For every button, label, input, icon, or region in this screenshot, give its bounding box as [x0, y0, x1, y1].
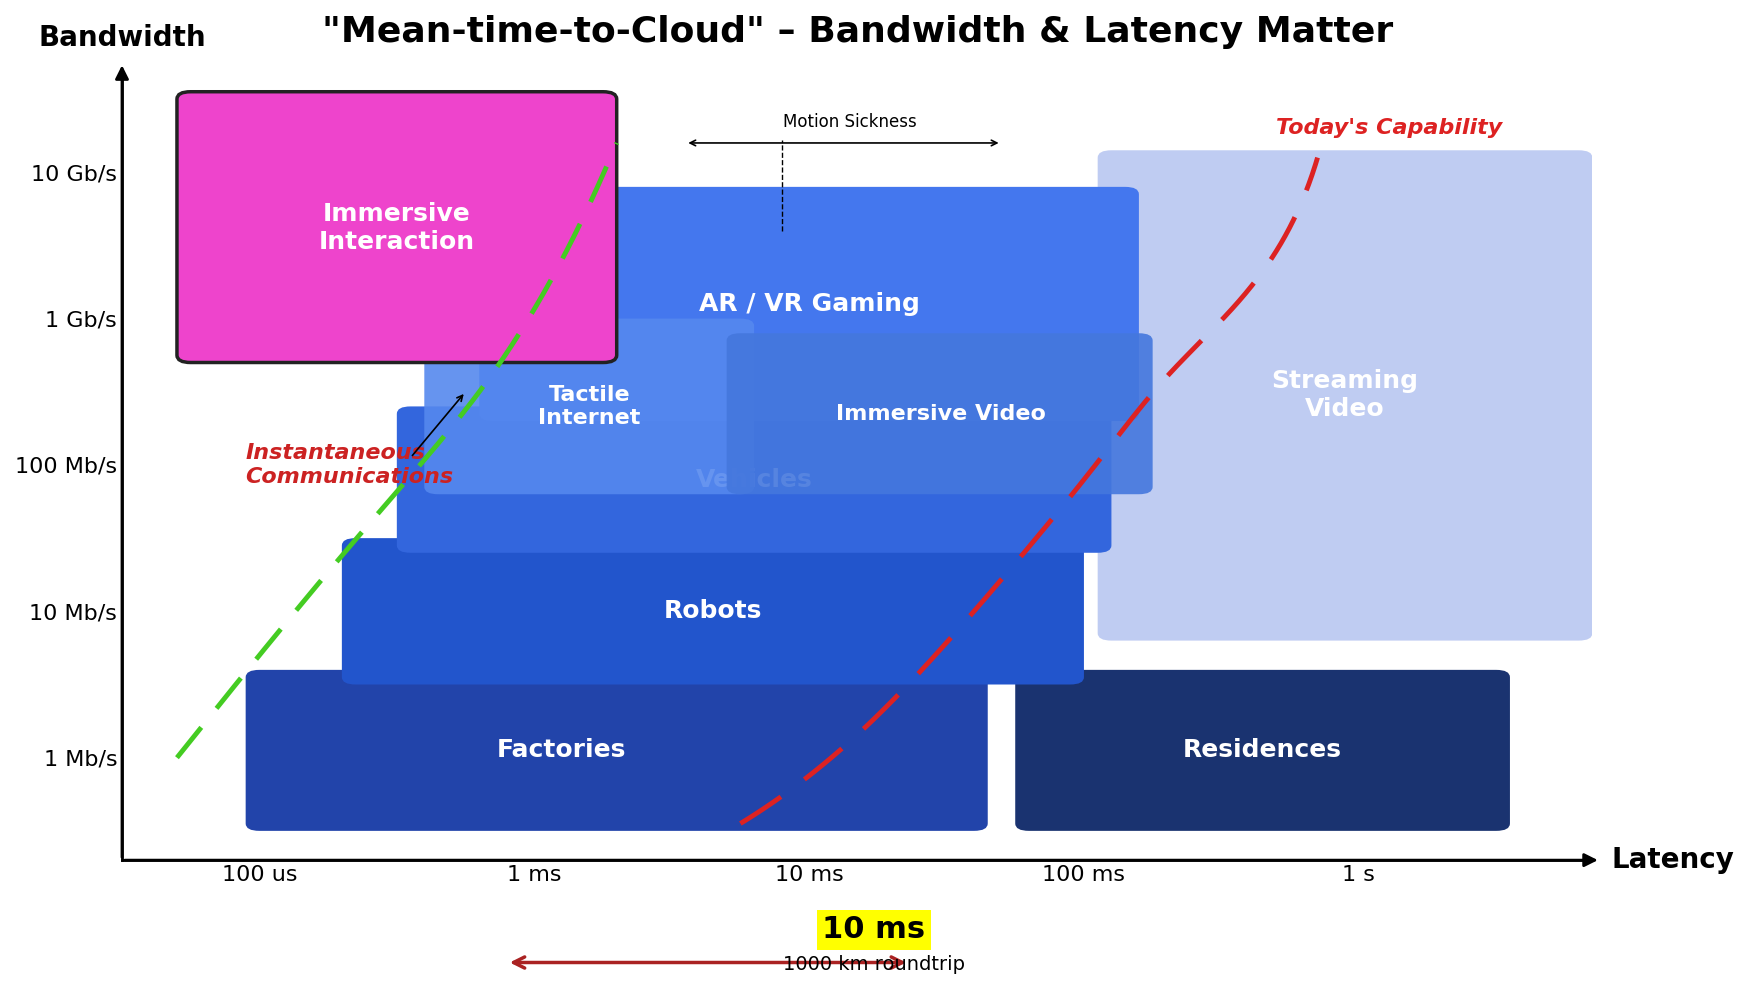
- Title: "Mean-time-to-Cloud" – Bandwidth & Latency Matter: "Mean-time-to-Cloud" – Bandwidth & Laten…: [322, 15, 1393, 49]
- Text: Bandwidth: Bandwidth: [38, 24, 206, 52]
- Text: Streaming
Video: Streaming Video: [1271, 369, 1419, 421]
- FancyBboxPatch shape: [1016, 670, 1510, 831]
- FancyBboxPatch shape: [479, 187, 1140, 421]
- Text: Cloud: Cloud: [755, 968, 818, 987]
- FancyBboxPatch shape: [397, 406, 1112, 553]
- FancyBboxPatch shape: [1098, 150, 1592, 641]
- Text: Residences: Residences: [1183, 738, 1342, 762]
- Text: Latency: Latency: [1612, 846, 1734, 874]
- Text: Robots: Robots: [664, 599, 762, 623]
- Text: AR / VR Gaming: AR / VR Gaming: [699, 292, 919, 316]
- FancyBboxPatch shape: [177, 92, 617, 363]
- Text: 10 ms: 10 ms: [823, 916, 925, 944]
- Text: Edge: Edge: [601, 968, 657, 987]
- FancyBboxPatch shape: [425, 319, 753, 494]
- Text: Tactile
Internet: Tactile Internet: [538, 385, 640, 428]
- Text: Today's Capability: Today's Capability: [1276, 118, 1503, 138]
- FancyBboxPatch shape: [246, 670, 988, 831]
- Text: Vehicles: Vehicles: [696, 468, 813, 492]
- Text: Immersive
Interaction: Immersive Interaction: [318, 202, 475, 254]
- FancyBboxPatch shape: [727, 333, 1152, 494]
- Text: Motion Sickness: Motion Sickness: [783, 113, 918, 131]
- Text: Instantaneous
Communications: Instantaneous Communications: [246, 443, 454, 487]
- Text: Immersive Video: Immersive Video: [836, 404, 1045, 424]
- Text: Factories: Factories: [496, 738, 626, 762]
- FancyBboxPatch shape: [343, 538, 1084, 685]
- Text: 1000 km roundtrip: 1000 km roundtrip: [783, 956, 965, 974]
